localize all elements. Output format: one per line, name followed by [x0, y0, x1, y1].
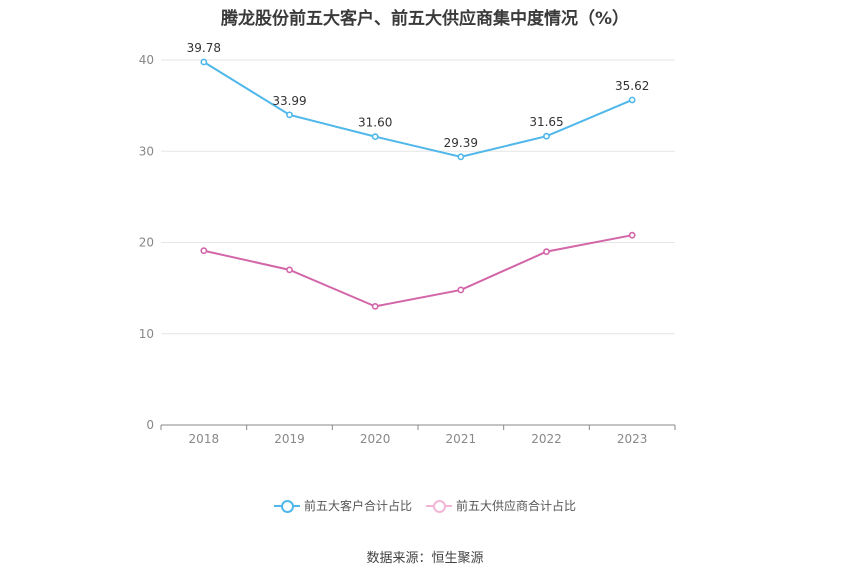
data-label-s0-2019: 33.99	[272, 94, 306, 108]
source-note: 数据来源：恒生聚源	[366, 551, 484, 566]
data-point-s0-2018	[200, 58, 208, 66]
data-label-s0-2018: 39.78	[187, 41, 221, 55]
data-point-s0-2022	[543, 132, 550, 140]
x-tick-label-2020: 2020	[360, 432, 391, 446]
data-point-s0-2023	[628, 96, 636, 104]
data-label-s0-2023: 35.62	[615, 79, 649, 93]
legend-marker-customers-icon	[273, 499, 300, 513]
x-tick-label-2021: 2021	[446, 432, 477, 446]
legend: 前五大客户合计占比 前五大供应商合计占比	[0, 497, 850, 514]
legend-marker-suppliers-icon	[426, 499, 452, 513]
data-point-s0-2021	[457, 153, 465, 161]
data-point-s1-2021	[457, 286, 465, 294]
data-point-s1-2018	[200, 247, 208, 255]
y-tick-label-1: 10	[139, 327, 154, 341]
data-point-s1-2020	[371, 302, 379, 310]
legend-label-customers: 前五大客户合计占比	[303, 499, 412, 513]
x-tick-label-2019: 2019	[274, 432, 305, 446]
series-line-0	[203, 61, 633, 158]
data-label-s0-2022: 31.65	[529, 115, 563, 129]
data-point-s1-2022	[543, 248, 550, 256]
x-tick-label-2022: 2022	[531, 432, 562, 446]
legend-item-customers[interactable]: 前五大客户合计占比	[273, 497, 412, 514]
series-line-1	[203, 234, 633, 308]
data-point-s1-2023	[628, 231, 636, 239]
x-tick-label-2018: 2018	[189, 432, 220, 446]
y-tick-label-2: 20	[139, 236, 154, 250]
y-tick-label-3: 30	[139, 144, 154, 158]
y-tick-label-4: 40	[139, 53, 154, 67]
data-label-s0-2020: 31.60	[358, 116, 392, 130]
legend-item-suppliers[interactable]: 前五大供应商合计占比	[426, 497, 576, 514]
y-tick-label-0: 0	[146, 418, 154, 432]
x-tick-label-2023: 2023	[617, 432, 648, 446]
chart-title: 腾龙股份前五大客户、前五大供应商集中度情况（%）	[220, 9, 630, 29]
data-point-s0-2019	[286, 111, 293, 119]
data-label-s0-2021: 29.39	[444, 136, 478, 150]
data-point-s1-2019	[286, 266, 293, 274]
data-point-s0-2020	[371, 133, 379, 141]
legend-label-suppliers: 前五大供应商合计占比	[456, 499, 577, 513]
